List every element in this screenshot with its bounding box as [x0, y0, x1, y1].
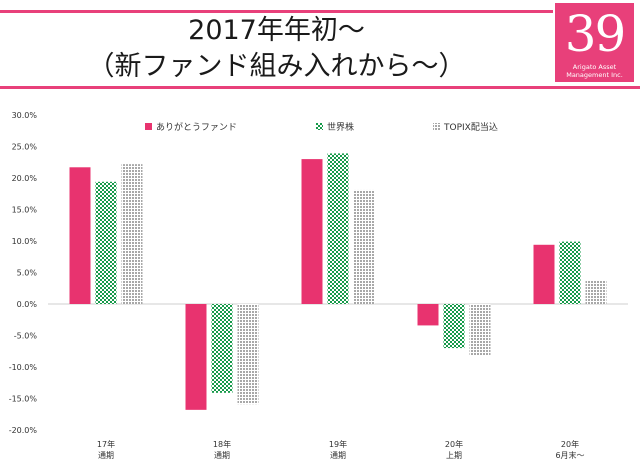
y-tick-label: 0.0%: [17, 300, 38, 309]
x-category-label: 上期: [446, 451, 462, 460]
legend-swatch: [316, 123, 323, 130]
y-tick-label: 25.0%: [12, 143, 38, 152]
bar-3: [469, 304, 491, 356]
y-tick-label: 15.0%: [12, 206, 38, 215]
x-category-label: 19年: [329, 439, 347, 449]
bar-3: [585, 280, 607, 304]
bar-1: [301, 159, 323, 304]
y-tick-label: 5.0%: [17, 269, 38, 278]
legend-label: ありがとうファンド: [156, 121, 237, 133]
header-bottom-rule: [0, 86, 640, 89]
y-tick-label: -15.0%: [9, 395, 38, 404]
bar-3: [353, 189, 375, 304]
bar-3: [121, 164, 143, 304]
x-category-label: 20年: [561, 439, 579, 449]
bar-3: [237, 304, 259, 405]
bar-2: [443, 304, 465, 349]
x-category-label: 17年: [97, 439, 115, 449]
company-logo: 39 Arigato Asset Management Inc.: [555, 3, 634, 82]
y-tick-label: -20.0%: [9, 426, 38, 435]
legend-label: TOPIX配当込: [443, 121, 498, 133]
x-category-label: 通期: [214, 450, 230, 460]
y-tick-label: -5.0%: [14, 332, 38, 341]
bar-1: [69, 167, 91, 304]
x-category-label: 20年: [445, 439, 463, 449]
bar-1: [417, 304, 439, 326]
logo-text-line-1: Arigato Asset: [572, 63, 617, 71]
logo-number: 39: [564, 5, 627, 63]
y-tick-label: 30.0%: [12, 111, 38, 120]
legend-label: 世界株: [327, 121, 354, 133]
y-tick-label: 10.0%: [12, 237, 38, 246]
logo-text-line-2: Management Inc.: [566, 71, 623, 79]
bar-1: [533, 244, 555, 304]
x-category-label: 通期: [330, 450, 346, 460]
bar-2: [95, 181, 117, 304]
page-title-line-2: （新ファンド組み入れから～）: [87, 51, 466, 82]
y-tick-label: -10.0%: [9, 363, 38, 372]
legend-swatch: [433, 123, 440, 130]
bar-2: [211, 304, 233, 393]
x-category-label: 通期: [98, 450, 114, 460]
bar-1: [185, 304, 207, 410]
page-title-line-1: 2017年年初～: [188, 15, 365, 46]
bar-chart: 30.0% 25.0% 20.0% 15.0% 10.0% 5.0% 0.0% -5.0% -1…: [9, 111, 628, 460]
y-tick-label: 20.0%: [12, 174, 38, 183]
header-top-rule: [0, 10, 553, 13]
x-category-label: 18年: [213, 439, 231, 449]
bar-2: [327, 153, 349, 304]
bar-2: [559, 241, 581, 304]
legend-swatch: [145, 123, 152, 130]
x-category-label: 6月末～: [555, 450, 584, 460]
